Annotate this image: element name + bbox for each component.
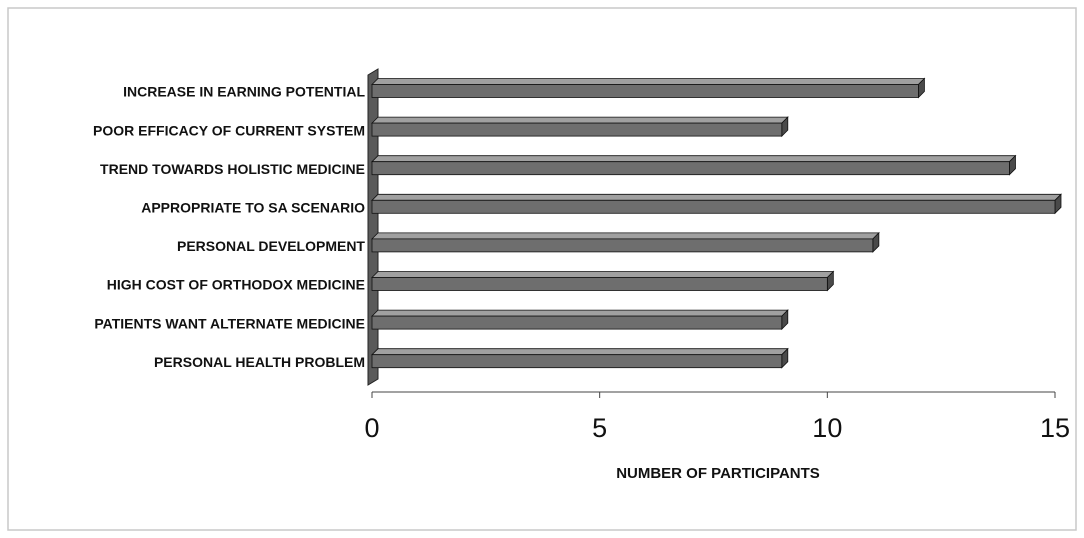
bar-top [371, 78, 926, 85]
bar-front [371, 84, 919, 98]
bar-top [371, 116, 789, 124]
y-tick-label: TREND TOWARDS HOLISTIC MEDICINE [100, 161, 365, 177]
bar [371, 193, 1062, 215]
x-tick-label: 10 [812, 413, 842, 443]
bar [371, 231, 880, 253]
bar-top [371, 309, 789, 317]
x-tick-label: 15 [1040, 413, 1070, 443]
y-tick-label: APPROPRIATE TO SA SCENARIO [141, 200, 365, 216]
x-tick-label: 0 [364, 413, 379, 443]
bar-front [371, 277, 828, 291]
bar-front [371, 161, 1010, 176]
bar-front [371, 315, 783, 330]
bar-top [371, 271, 835, 278]
bar [371, 270, 835, 292]
bar-front [371, 122, 783, 137]
bar [371, 77, 926, 99]
y-tick-label: HIGH COST OF ORTHODOX MEDICINE [107, 277, 365, 293]
y-tick-label: INCREASE IN EARNING POTENTIAL [123, 84, 365, 100]
x-tick-label: 5 [592, 413, 607, 443]
bar-top [371, 155, 1017, 163]
bar [371, 347, 789, 369]
bar [371, 154, 1017, 176]
bar-top [371, 193, 1062, 201]
x-axis-label: NUMBER OF PARTICIPANTS [616, 465, 820, 482]
bar-front [371, 238, 874, 253]
bar-front [371, 354, 783, 369]
y-tick-label: PATIENTS WANT ALTERNATE MEDICINE [94, 315, 365, 331]
bar [371, 309, 789, 331]
bar-top [371, 232, 880, 240]
y-tick-label: POOR EFFICACY OF CURRENT SYSTEM [93, 122, 365, 138]
y-tick-label: PERSONAL DEVELOPMENT [177, 238, 365, 254]
y-tick-label: PERSONAL HEALTH PROBLEM [154, 354, 365, 370]
bar [371, 116, 789, 138]
bar-top [371, 348, 789, 356]
bar-front [371, 199, 1056, 214]
axis-wall [367, 68, 379, 386]
